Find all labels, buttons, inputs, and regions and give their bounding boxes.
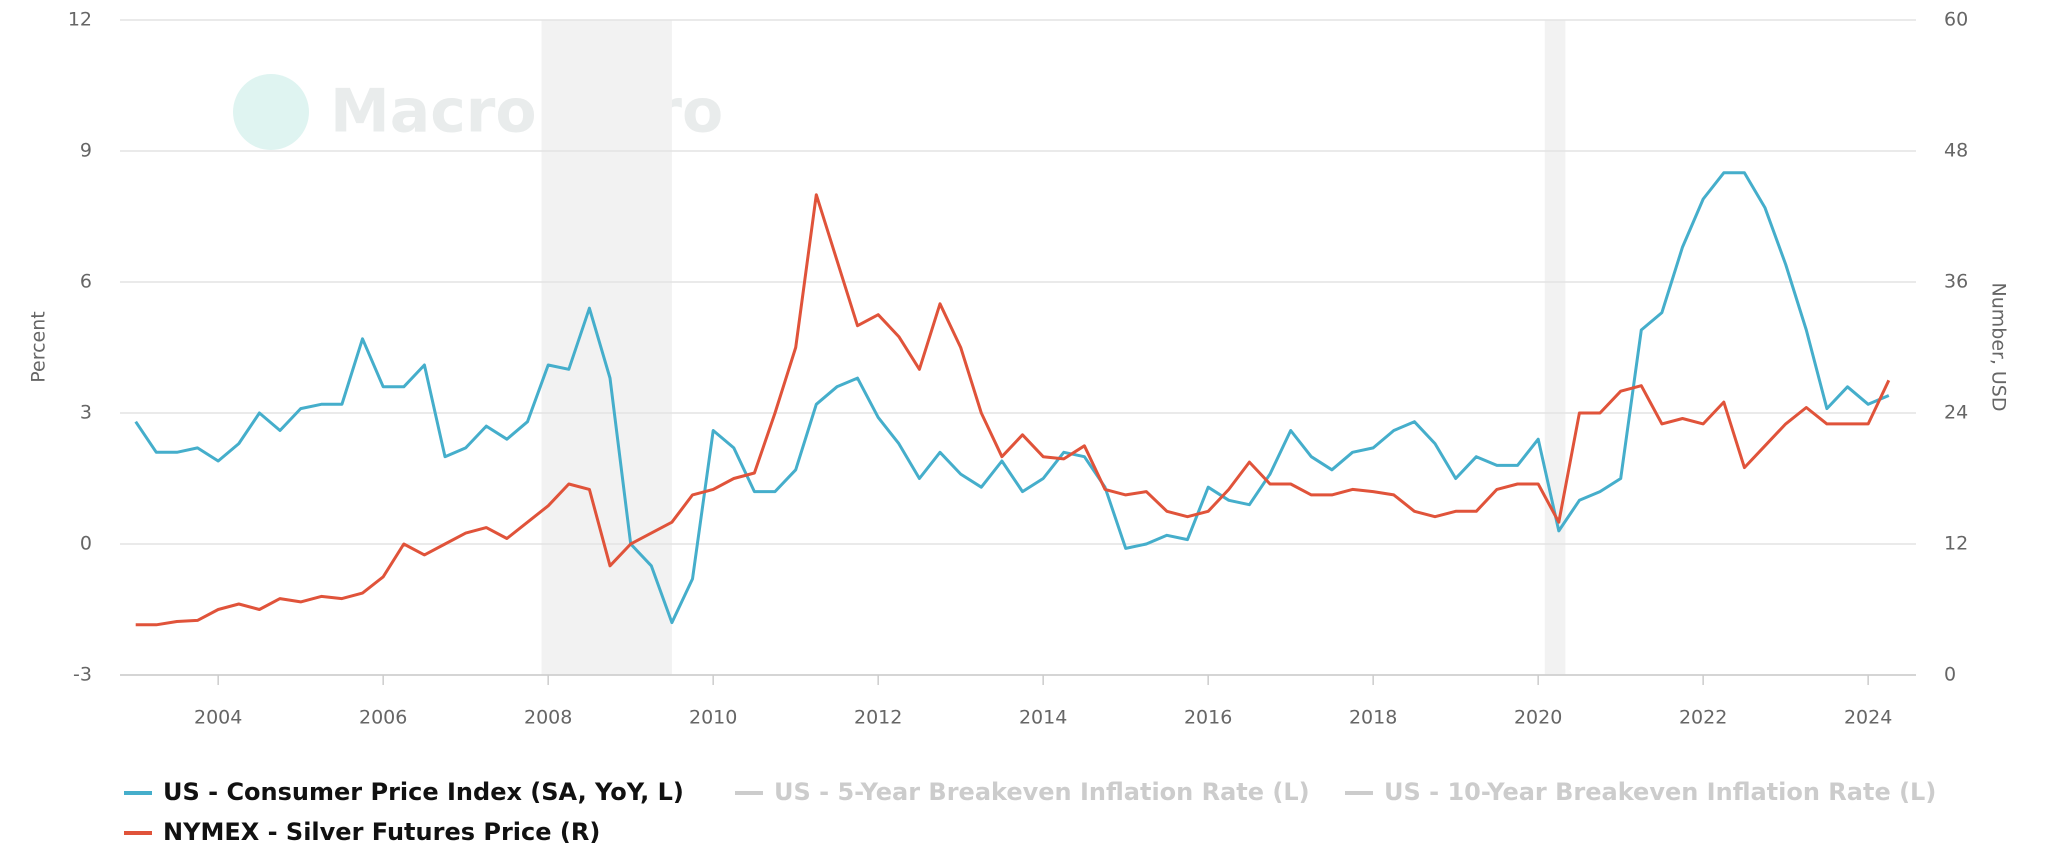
recession-band xyxy=(541,20,672,675)
y-tick-label: 3 xyxy=(80,402,92,424)
legend-label[interactable]: US - Consumer Price Index (SA, YoY, L) xyxy=(163,778,684,806)
x-tick-label: 2022 xyxy=(1679,707,1727,729)
y-tick-label: 12 xyxy=(68,9,92,31)
x-tick-label: 2018 xyxy=(1349,707,1397,729)
series-line xyxy=(135,193,1891,627)
y-tick-label: 9 xyxy=(80,140,92,162)
x-tick-label: 2024 xyxy=(1844,707,1892,729)
y2-axis-label: Number, USD xyxy=(1988,282,2010,411)
x-tick-label: 2014 xyxy=(1019,707,1067,729)
legend-label[interactable]: US - 10-Year Breakeven Inflation Rate (L… xyxy=(1384,778,1936,806)
y2-tick-label: 36 xyxy=(1944,271,1968,293)
y-tick-label: 6 xyxy=(80,271,92,293)
legend-label[interactable]: US - 5-Year Breakeven Inflation Rate (L) xyxy=(774,778,1310,806)
x-tick-label: 2004 xyxy=(194,707,242,729)
x-tick-label: 2008 xyxy=(524,707,572,729)
y2-tick-label: 60 xyxy=(1944,9,1968,31)
x-tick-label: 2010 xyxy=(689,707,737,729)
y-tick-label: -3 xyxy=(73,664,92,686)
y2-tick-label: 48 xyxy=(1944,140,1968,162)
x-tick-label: 2012 xyxy=(854,707,902,729)
y2-tick-label: 12 xyxy=(1944,533,1968,555)
series-line xyxy=(134,171,1890,625)
recession-band xyxy=(1544,20,1566,675)
x-tick-label: 2006 xyxy=(359,707,407,729)
x-tick-label: 2016 xyxy=(1184,707,1232,729)
y-axis-label: Percent xyxy=(28,311,50,383)
x-tick-label: 2020 xyxy=(1514,707,1562,729)
legend-label[interactable]: NYMEX - Silver Futures Price (R) xyxy=(163,818,600,846)
watermark-logo xyxy=(233,74,309,150)
y2-tick-label: 24 xyxy=(1944,402,1968,424)
y2-tick-label: 0 xyxy=(1944,664,1956,686)
y-tick-label: 0 xyxy=(80,533,92,555)
